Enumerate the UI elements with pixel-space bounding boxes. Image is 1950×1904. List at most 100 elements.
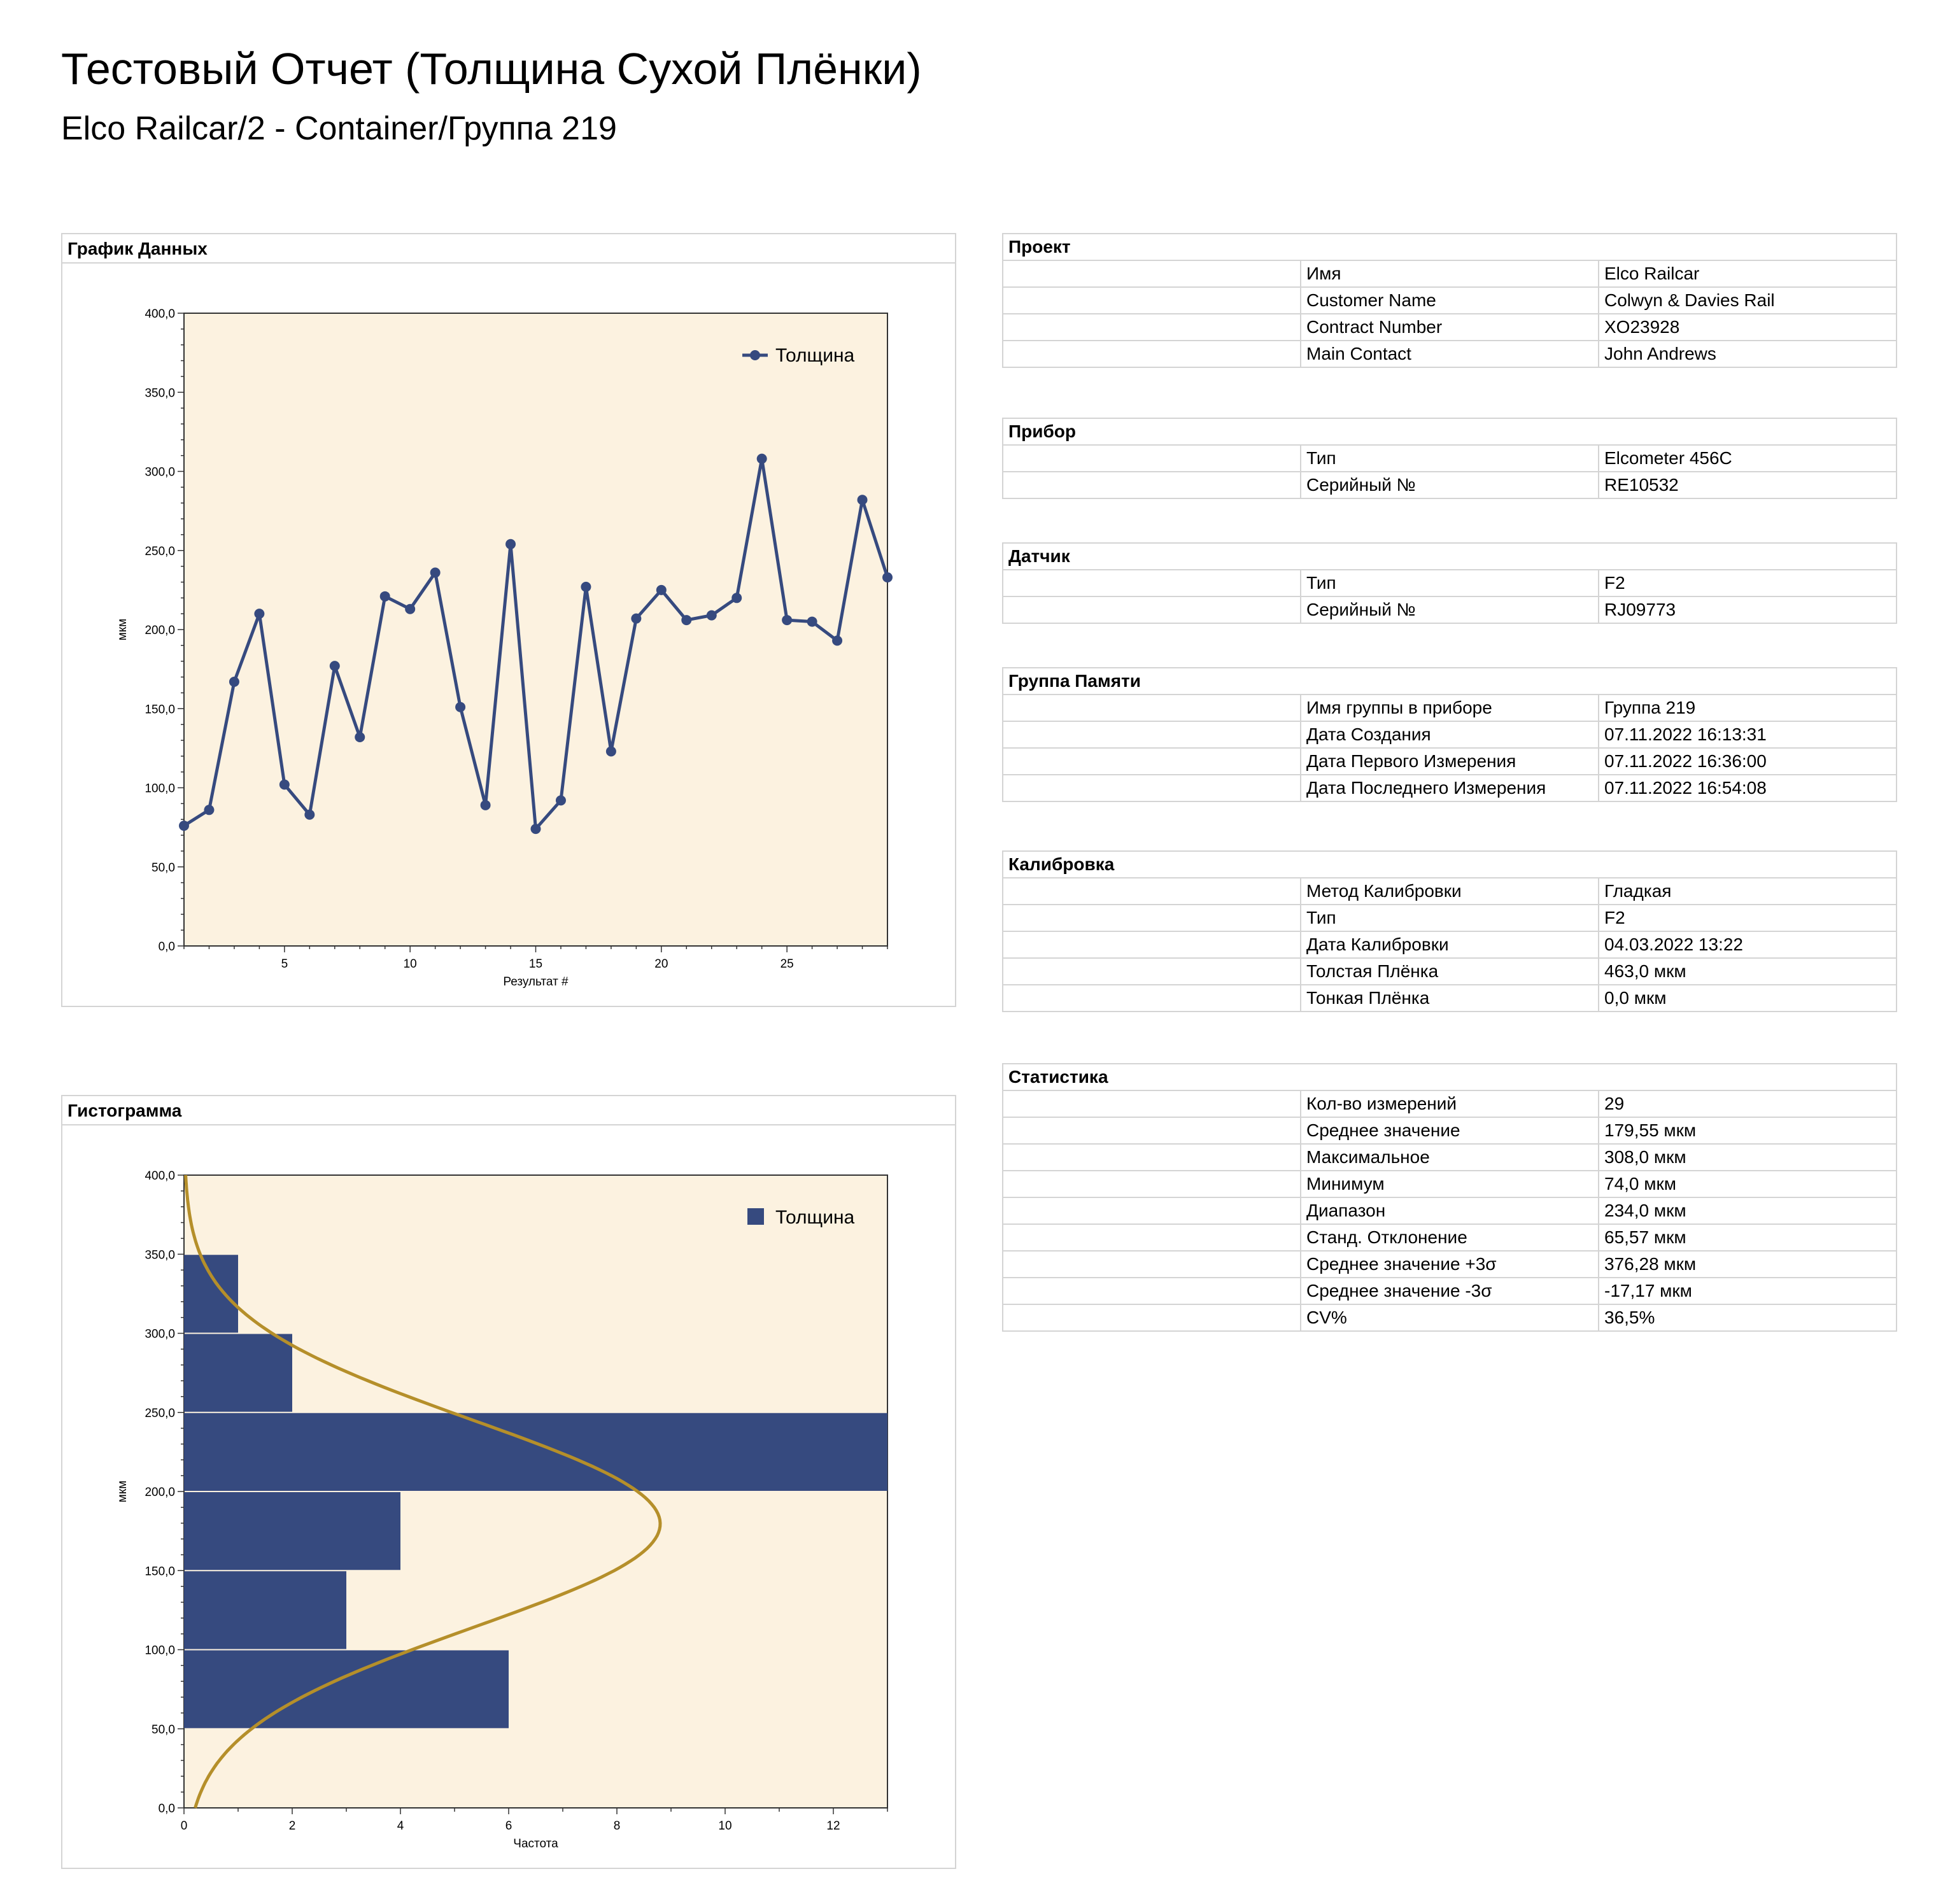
data-point [882,572,893,582]
info-table: Статистика Кол-во измерений 29 Среднее знач… [1002,1063,1897,1332]
y-tick-label: 100,0 [145,782,175,796]
row-value: Гладкая [1598,877,1897,905]
row-indent-cell [1002,931,1301,959]
y-tick-label: 50,0 [152,861,175,875]
section-header-row: Статистика [1002,1063,1897,1091]
legend-label: Толщина [775,1207,855,1228]
info-section: Прибор Тип Elcometer 456C Серийный № RE10532 [1002,418,1897,499]
table-row: Метод Калибровки Гладкая [1002,877,1897,905]
row-indent-cell [1002,694,1301,722]
data-point [581,581,591,592]
info-section: Группа Памяти Имя группы в приборе Группа … [1002,667,1897,802]
data-line-chart: 0,0 50,0 100,0 150,0 200,0 250,0 300,0 350,0 400… [116,307,893,989]
row-label: Main Contact [1300,340,1599,368]
table-row: Customer Name Colwyn & Davies Rail [1002,286,1897,314]
row-label: Толстая Плёнка [1300,957,1599,985]
row-indent-cell [1002,1170,1301,1198]
row-value: 07.11.2022 16:13:31 [1598,721,1897,749]
table-row: Дата Калибровки 04.03.2022 13:22 [1002,931,1897,959]
table-row: Толстая Плёнка 463,0 мкм [1002,957,1897,985]
row-label: Дата Последнего Измерения [1300,774,1599,802]
row-indent-cell [1002,1117,1301,1145]
row-value: Группа 219 [1598,694,1897,722]
chart-legend: Толщина [742,345,855,366]
data-point [430,567,441,578]
row-indent-cell [1002,569,1301,597]
legend-square-swatch [747,1208,764,1225]
info-section: Датчик Тип F2 Серийный № RJ09773 [1002,542,1897,624]
row-value: 308,0 мкм [1598,1143,1897,1171]
section-header-row: Проект [1002,233,1897,261]
row-value: 07.11.2022 16:36:00 [1598,747,1897,775]
row-indent-cell [1002,774,1301,802]
section-title: Статистика [1002,1063,1897,1091]
row-indent-cell [1002,1143,1301,1171]
table-row: Кол-во измерений 29 [1002,1090,1897,1118]
y-tick-label: 0,0 [159,940,175,954]
row-label: Серийный № [1300,596,1599,624]
data-chart-panel-title: График Данных [62,234,955,264]
data-point [731,593,742,603]
row-label: Тип [1300,569,1599,597]
row-label: Тип [1300,444,1599,472]
y-tick-label: 350,0 [145,1248,175,1262]
row-indent-cell [1002,444,1301,472]
histogram-bar [184,1571,346,1649]
x-tick-label: 6 [505,1819,512,1833]
row-label: Серийный № [1300,471,1599,499]
y-tick-label: 250,0 [145,1407,175,1420]
row-indent-cell [1002,1197,1301,1225]
data-point [832,635,843,646]
row-indent-cell [1002,747,1301,775]
row-value: RE10532 [1598,471,1897,499]
x-tick-label: 8 [614,1819,621,1833]
row-value: 29 [1598,1090,1897,1118]
row-value: 463,0 мкм [1598,957,1897,985]
row-indent-cell [1002,1277,1301,1305]
row-value: F2 [1598,569,1897,597]
row-indent-cell [1002,471,1301,499]
data-point [605,746,616,757]
y-tick-label: 100,0 [145,1644,175,1658]
table-row: Диапазон 234,0 мкм [1002,1197,1897,1225]
row-indent-cell [1002,286,1301,314]
table-row: Среднее значение +3σ 376,28 мкм [1002,1250,1897,1278]
plot-area [183,313,888,947]
y-tick-label: 0,0 [159,1802,175,1816]
data-point [229,677,239,688]
row-value: Colwyn & Davies Rail [1598,286,1897,314]
row-indent-cell [1002,313,1301,341]
data-point [782,615,793,626]
table-row: CV% 36,5% [1002,1304,1897,1332]
row-indent-cell [1002,877,1301,905]
row-label: Минимум [1300,1170,1599,1198]
histogram-bar [184,1413,887,1491]
data-point [355,731,365,742]
row-label: Дата Калибровки [1300,931,1599,959]
info-table: Проект Имя Elco Railcar Customer Name Colwyn… [1002,233,1897,368]
data-point [631,613,642,624]
table-row: Contract Number XO23928 [1002,313,1897,341]
row-indent-cell [1002,1223,1301,1252]
row-indent-cell [1002,340,1301,368]
y-tick-label: 300,0 [145,466,175,479]
data-point [480,800,491,810]
row-value: XO23928 [1598,313,1897,341]
x-tick-label: 10 [404,957,417,971]
table-row: Минимум 74,0 мкм [1002,1170,1897,1198]
row-label: Максимальное [1300,1143,1599,1171]
row-value: -17,17 мкм [1598,1277,1897,1305]
row-value: 234,0 мкм [1598,1197,1897,1225]
row-label: Имя группы в приборе [1300,694,1599,722]
table-row: Среднее значение -3σ -17,17 мкм [1002,1277,1897,1305]
section-header-row: Группа Памяти [1002,667,1897,695]
table-row: Станд. Отклонение 65,57 мкм [1002,1223,1897,1252]
table-row: Тип F2 [1002,904,1897,932]
data-point [857,495,868,505]
legend-label: Толщина [775,345,855,366]
section-title: Группа Памяти [1002,667,1897,695]
x-axis-label: Частота [513,1837,558,1851]
legend-marker [750,350,760,360]
info-table: Прибор Тип Elcometer 456C Серийный № RE10532 [1002,418,1897,499]
row-indent-cell [1002,984,1301,1012]
